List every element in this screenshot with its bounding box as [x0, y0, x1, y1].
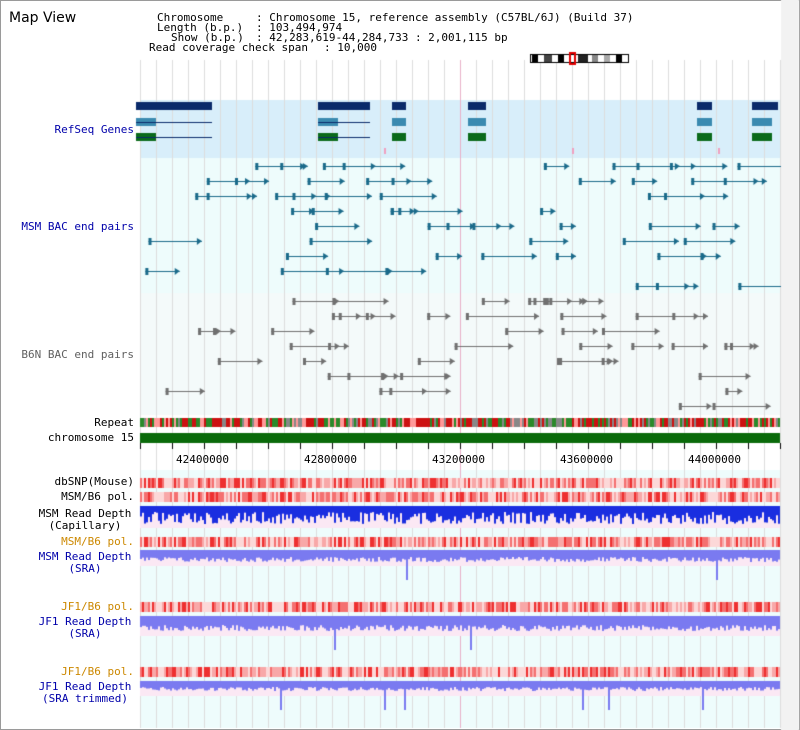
track-label-jf1-depth-trim-1: JF1 Read Depth	[38, 680, 132, 693]
track-label-msm-b6-pol-2: MSM/B6 pol.	[61, 535, 134, 548]
track-label-refseq[interactable]: RefSeq Genes	[54, 123, 134, 136]
axis-tick-label: 42800000	[304, 453, 357, 466]
track-label-jf1-depth-trim-2: (SRA trimmed)	[41, 692, 129, 705]
track-label-jf1-depth-sra-1: JF1 Read Depth	[38, 615, 132, 628]
track-label-msm-bac[interactable]: MSM BAC end pairs	[21, 220, 134, 233]
track-label-jf1-b6-pol-2: JF1/B6 pol.	[61, 665, 134, 678]
track-label-msm-b6-pol-1: MSM/B6 pol.	[61, 490, 134, 503]
track-label-msm-depth-sra-2: (SRA)	[68, 562, 102, 575]
track-label-jf1-depth-sra-2: (SRA)	[68, 627, 102, 640]
length-label: Length (b.p.)	[157, 21, 244, 34]
axis-tick-label: 42400000	[176, 453, 229, 466]
coverage-label: Read coverage check span	[149, 41, 308, 54]
track-label-jf1-b6-pol-1: JF1/B6 pol.	[61, 600, 134, 613]
track-label-dbsnp: dbSNP(Mouse)	[54, 475, 134, 488]
coverage-value: : 10,000	[324, 41, 377, 54]
track-label-msm-depth-cap-2: (Capillary)	[48, 519, 122, 532]
track-label-msm-depth-cap-1: MSM Read Depth	[38, 507, 132, 520]
axis-tick-label: 43200000	[432, 453, 485, 466]
show-value: : 42,283,619-44,284,733 : 2,001,115 bp	[256, 31, 508, 44]
axis-tick-label: 43600000	[560, 453, 613, 466]
track-label-repeat: Repeat	[94, 416, 134, 429]
track-label-msm-depth-sra-1: MSM Read Depth	[38, 550, 132, 563]
length-value: : 103,494,974	[256, 21, 343, 34]
show-label: Show (b.p.)	[171, 31, 244, 44]
chromosome-label: Chromosome	[157, 11, 224, 24]
chromosome-value: : Chromosome 15, reference assembly (C57…	[256, 11, 634, 24]
track-label-b6n-bac[interactable]: B6N BAC end pairs	[21, 348, 134, 361]
axis-tick-label: 44000000	[688, 453, 741, 466]
track-label-chromosome: chromosome 15	[47, 431, 134, 444]
page-title: Map View	[9, 10, 77, 26]
